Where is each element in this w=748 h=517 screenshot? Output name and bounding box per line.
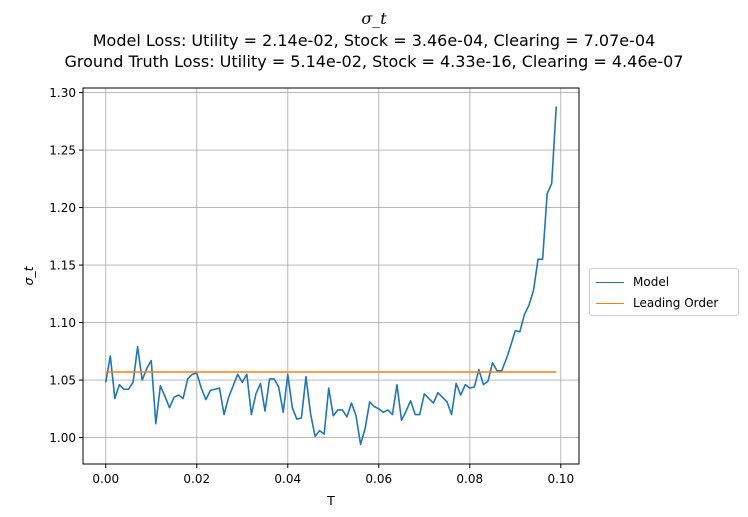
grid-lines xyxy=(83,88,579,464)
legend-item-model: Model xyxy=(596,272,669,292)
legend-swatch-leading-order xyxy=(596,302,624,304)
legend-item-leading-order: Leading Order xyxy=(596,293,718,313)
legend: Model Leading Order xyxy=(589,268,739,316)
series-line-model xyxy=(104,106,558,446)
y-tick-label: 1.20 xyxy=(49,201,76,215)
y-axis-label: σ_t xyxy=(21,265,36,285)
x-tick-label: 0.06 xyxy=(365,472,392,486)
y-tick-label: 1.10 xyxy=(49,316,76,330)
series-lines xyxy=(104,106,558,446)
x-tick-label: 0.04 xyxy=(274,472,301,486)
legend-label-model: Model xyxy=(633,275,670,289)
y-tick-label: 1.15 xyxy=(49,258,76,272)
y-tick-label: 1.25 xyxy=(49,143,76,157)
x-tick-label: 0.00 xyxy=(92,472,119,486)
legend-swatch-model xyxy=(596,281,624,283)
y-axis-ticks: 1.00 1.05 1.10 1.15 1.20 1.25 1.30 xyxy=(49,86,83,445)
x-axis-ticks: 0.00 0.02 0.04 0.06 0.08 0.10 xyxy=(92,464,574,486)
x-tick-label: 0.08 xyxy=(456,472,483,486)
y-tick-label: 1.05 xyxy=(49,373,76,387)
x-tick-label: 0.10 xyxy=(547,472,574,486)
x-axis-label: T xyxy=(326,493,335,508)
y-tick-label: 1.30 xyxy=(49,86,76,100)
y-tick-label: 1.00 xyxy=(49,431,76,445)
chart-title: σ_t xyxy=(361,9,387,28)
x-tick-label: 0.02 xyxy=(183,472,210,486)
chart-subtitle-ground-truth-loss: Ground Truth Loss: Utility = 5.14e-02, S… xyxy=(64,52,684,71)
legend-label-leading-order: Leading Order xyxy=(633,296,719,310)
chart-subtitle-model-loss: Model Loss: Utility = 2.14e-02, Stock = … xyxy=(92,31,656,50)
plot-frame xyxy=(82,87,580,465)
